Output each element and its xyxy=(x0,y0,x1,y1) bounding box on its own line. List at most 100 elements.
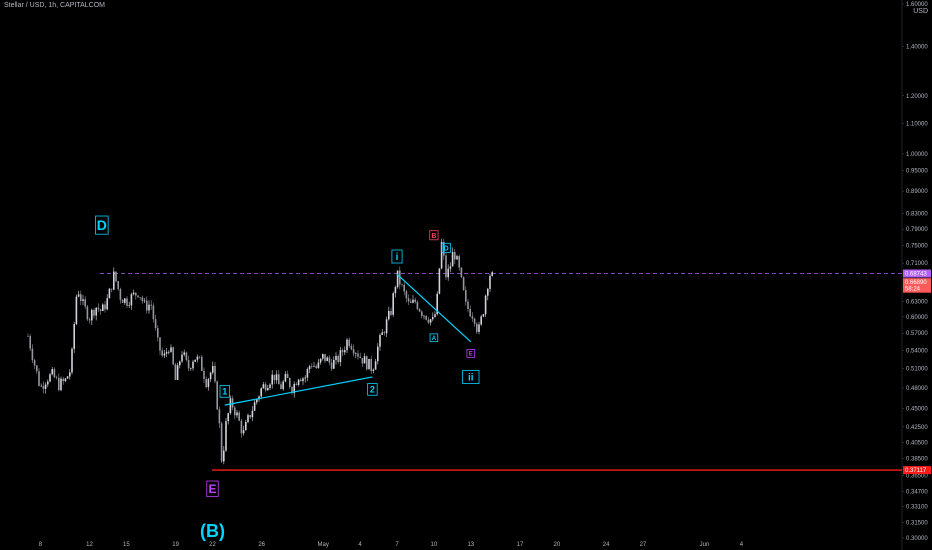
wave-label-e: E xyxy=(206,480,219,498)
candle-body xyxy=(220,423,223,462)
candle-body xyxy=(282,381,284,390)
candle-body xyxy=(143,300,146,302)
y-tick-label: 0.79000 xyxy=(906,227,928,233)
candle-body xyxy=(179,361,181,366)
candle-body xyxy=(223,450,225,462)
candle-body xyxy=(249,415,251,418)
candle-body xyxy=(385,319,388,334)
y-tick-label: 0.63000 xyxy=(906,299,928,305)
candle-body xyxy=(487,288,489,296)
candle-body xyxy=(304,377,306,379)
candle-body xyxy=(427,319,430,323)
candle-body xyxy=(77,294,80,297)
candle-body xyxy=(421,311,423,317)
candle-body xyxy=(350,346,353,350)
candle-body xyxy=(432,316,434,320)
price-tag-bg xyxy=(903,278,931,287)
trendline xyxy=(224,376,373,406)
candle-body xyxy=(489,275,491,289)
wave-label-text: (B) xyxy=(200,521,225,541)
x-tick-label: 20 xyxy=(554,542,561,548)
candle-body xyxy=(462,277,465,291)
candle-body xyxy=(33,360,36,366)
wave-label-box xyxy=(466,349,476,358)
candle-body xyxy=(476,323,478,332)
candle-body xyxy=(238,412,240,421)
candle-body xyxy=(253,402,256,411)
candle-body xyxy=(341,350,344,353)
candle-body xyxy=(379,334,381,347)
candle-body xyxy=(205,378,207,388)
x-tick-label: 19 xyxy=(172,542,179,548)
candle-body xyxy=(429,319,432,323)
candle-body xyxy=(315,366,317,368)
candle-body xyxy=(124,298,126,303)
candle-body xyxy=(91,309,93,321)
candle-body xyxy=(289,377,291,388)
candle-body xyxy=(152,305,155,320)
candle-body xyxy=(390,310,392,315)
candle-body xyxy=(478,324,480,332)
candle-body xyxy=(403,284,405,292)
candle-body xyxy=(410,301,412,303)
candle-body xyxy=(82,299,84,301)
wave-label-box xyxy=(429,230,439,241)
candle-body xyxy=(412,299,414,303)
candle-body xyxy=(115,271,117,282)
candle-body xyxy=(139,297,141,298)
candle-body xyxy=(212,365,214,373)
price-tag-label: 0.68743 xyxy=(905,271,927,277)
candle-body xyxy=(471,316,474,319)
y-tick-label: 0.83000 xyxy=(906,211,928,217)
candle-body xyxy=(337,355,339,362)
candle-body xyxy=(66,376,69,379)
candle-body xyxy=(137,295,139,298)
candle-body xyxy=(401,284,403,286)
candle-body xyxy=(159,337,161,351)
candle-body xyxy=(150,304,152,306)
candle-body xyxy=(88,319,91,321)
candle-body xyxy=(86,306,89,320)
candle-body xyxy=(198,356,201,358)
candle-body xyxy=(207,379,210,388)
candle-body xyxy=(440,241,443,269)
candle-body xyxy=(47,381,49,385)
y-tick-label: 0.51000 xyxy=(906,367,928,373)
price-tag-label: 0.37117 xyxy=(905,468,927,474)
candle-body xyxy=(456,256,458,260)
candle-body xyxy=(95,307,97,316)
candle-body xyxy=(141,297,144,302)
candle-body xyxy=(40,385,42,387)
candle-body xyxy=(71,348,73,373)
candle-body xyxy=(108,288,111,299)
price-tag-bg xyxy=(903,269,931,278)
candlesticks xyxy=(27,238,493,465)
candle-body xyxy=(286,373,289,378)
candle-body xyxy=(176,365,179,380)
candle-body xyxy=(460,267,463,278)
candle-body xyxy=(449,266,452,269)
candle-body xyxy=(333,359,335,369)
y-tick-label: 0.48000 xyxy=(906,386,928,392)
candle-body xyxy=(368,358,370,370)
candle-body xyxy=(163,353,166,356)
candle-body xyxy=(218,409,221,424)
candle-body xyxy=(117,281,119,290)
x-tick-label: 8 xyxy=(39,542,43,548)
candle-body xyxy=(443,241,445,256)
candle-body xyxy=(322,353,324,359)
candle-body xyxy=(423,315,425,317)
y-tick-label: 0.34700 xyxy=(906,490,928,496)
y-tick-label: 0.42500 xyxy=(906,425,928,431)
trendlines xyxy=(224,273,472,406)
candle-body xyxy=(201,356,203,371)
candle-body xyxy=(126,298,128,306)
y-tick-label: 0.38500 xyxy=(906,456,928,462)
candle-body xyxy=(346,339,348,351)
candle-body xyxy=(55,377,58,378)
x-tick-label: 7 xyxy=(395,542,399,548)
candle-body xyxy=(251,410,254,418)
candle-body xyxy=(75,296,78,325)
candle-body xyxy=(247,415,249,423)
